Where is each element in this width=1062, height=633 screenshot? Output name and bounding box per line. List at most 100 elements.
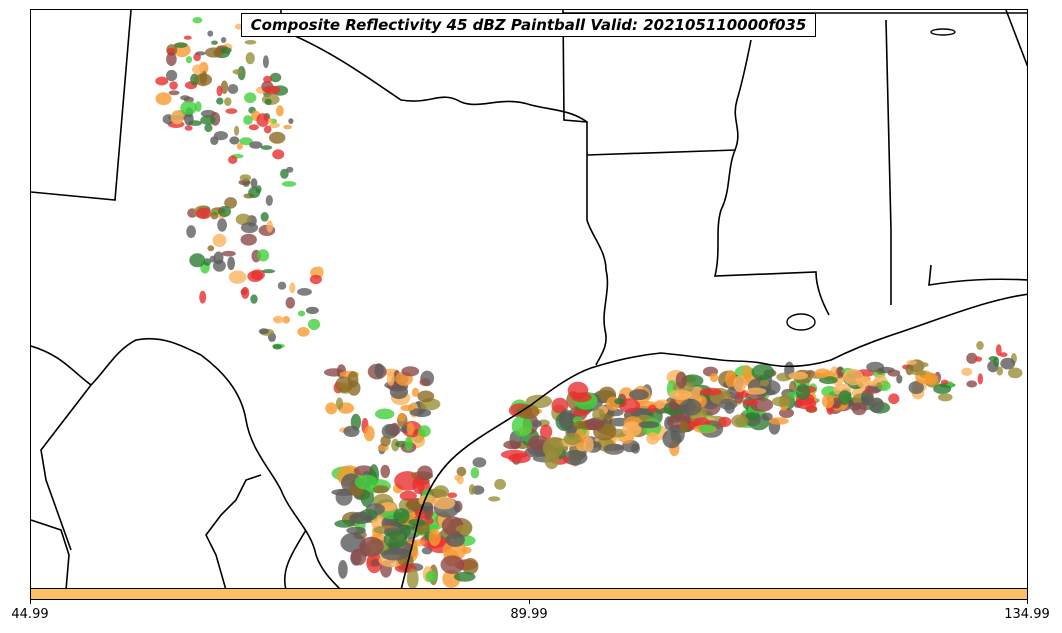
reflectivity-blob — [733, 375, 747, 393]
reflectivity-blob — [386, 371, 395, 386]
reflectivity-blob — [170, 110, 184, 125]
reflectivity-blob — [240, 233, 257, 246]
reflectivity-blob — [906, 360, 917, 365]
mexico-state-line — [31, 519, 70, 588]
reflectivity-blob — [169, 81, 178, 90]
reflectivity-blob — [180, 100, 197, 115]
reflectivity-blob — [305, 306, 319, 315]
reflectivity-blob — [248, 187, 261, 198]
reflectivity-blob — [417, 465, 433, 481]
reflectivity-paintballs — [155, 17, 1023, 588]
reflectivity-blob — [453, 571, 476, 582]
reflectivity-blob — [404, 436, 413, 451]
al-ga-border — [928, 264, 1027, 286]
reflectivity-blob — [425, 570, 438, 583]
reflectivity-blob — [217, 218, 228, 232]
reflectivity-blob — [572, 409, 590, 416]
reflectivity-blob — [719, 398, 738, 410]
reflectivity-blob — [228, 155, 238, 164]
reflectivity-blob — [195, 207, 212, 219]
reflectivity-blob — [212, 233, 227, 247]
reflectivity-blob — [406, 422, 415, 436]
reflectivity-blob — [836, 366, 845, 377]
rio-grande — [31, 337, 341, 588]
red-river-border — [280, 10, 588, 123]
reflectivity-blob — [232, 69, 243, 75]
reflectivity-blob — [243, 115, 253, 125]
reflectivity-blob — [372, 485, 389, 494]
reflectivity-blob — [974, 356, 983, 362]
reflectivity-blob — [272, 344, 282, 350]
reflectivity-blob — [768, 417, 789, 425]
reflectivity-blob — [265, 195, 273, 206]
reflectivity-blob — [456, 466, 467, 477]
colorbar-tick-min — [30, 600, 31, 604]
reflectivity-blob — [338, 560, 348, 579]
reflectivity-blob — [241, 286, 250, 299]
reflectivity-blob — [908, 381, 924, 395]
reflectivity-blob — [583, 418, 605, 431]
reflectivity-blob — [551, 397, 569, 414]
reflectivity-blob — [354, 474, 378, 490]
reflectivity-blob — [250, 178, 258, 189]
reflectivity-blob — [227, 256, 236, 271]
reflectivity-blob — [245, 52, 255, 65]
reflectivity-blob — [383, 530, 408, 549]
reflectivity-blob — [806, 405, 817, 413]
reflectivity-blob — [207, 245, 215, 252]
reflectivity-blob — [270, 72, 282, 83]
reflectivity-blob — [228, 270, 247, 284]
reflectivity-blob — [155, 92, 172, 106]
reflectivity-blob — [876, 382, 883, 388]
reflectivity-blob — [184, 112, 194, 126]
reflectivity-blob — [224, 97, 232, 106]
coastline — [400, 293, 1027, 588]
reflectivity-blob — [761, 412, 773, 421]
reflectivity-blob — [511, 415, 533, 437]
reflectivity-blob — [428, 528, 441, 547]
reflectivity-blob — [244, 40, 257, 45]
reflectivity-blob — [269, 122, 280, 129]
reflectivity-blob — [199, 290, 207, 304]
reflectivity-blob — [200, 115, 216, 125]
reflectivity-blob — [335, 488, 353, 506]
reflectivity-blob — [380, 464, 391, 479]
reflectivity-blob — [976, 341, 984, 350]
reflectivity-blob — [184, 125, 193, 131]
reflectivity-blob — [221, 250, 236, 257]
reflectivity-blob — [210, 211, 219, 220]
reflectivity-blob — [213, 251, 224, 265]
reflectivity-blob — [421, 502, 434, 513]
reflectivity-blob — [821, 394, 835, 409]
reflectivity-blob — [380, 435, 391, 447]
reflectivity-blob — [250, 294, 258, 304]
reflectivity-blob — [229, 136, 240, 145]
reflectivity-blob — [334, 519, 355, 528]
reflectivity-blob — [1007, 367, 1023, 379]
reflectivity-blob — [180, 95, 190, 101]
reflectivity-blob — [288, 118, 294, 124]
reflectivity-blob — [648, 404, 657, 413]
reflectivity-blob — [996, 366, 1003, 376]
reflectivity-blob — [325, 402, 338, 415]
reflectivity-blob — [472, 457, 487, 468]
reflectivity-blob — [993, 356, 1000, 367]
reflectivity-blob — [277, 281, 287, 290]
reflectivity-blob — [938, 393, 953, 402]
reflectivity-blob — [204, 123, 213, 133]
reflectivity-blob — [418, 425, 431, 437]
reflectivity-blob — [244, 92, 257, 103]
reflectivity-blob — [194, 73, 213, 86]
gulf-coastline — [400, 293, 1027, 588]
reflectivity-blob — [224, 197, 238, 209]
reflectivity-blob — [285, 297, 296, 309]
map-title: Composite Reflectivity 45 dBZ Paintball … — [241, 13, 816, 37]
reflectivity-blob — [207, 30, 214, 37]
reflectivity-blob — [933, 384, 952, 394]
reflectivity-blob — [731, 414, 749, 428]
reflectivity-blob — [540, 424, 553, 440]
reflectivity-blob — [273, 317, 280, 322]
reflectivity-blob — [544, 450, 560, 470]
reflectivity-blob — [218, 206, 231, 217]
reflectivity-blob — [239, 174, 252, 182]
